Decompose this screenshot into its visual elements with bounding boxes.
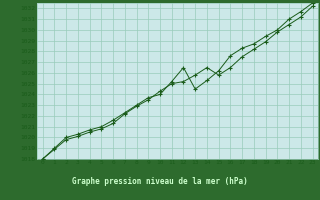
Text: Graphe pression niveau de la mer (hPa): Graphe pression niveau de la mer (hPa) — [72, 178, 248, 186]
